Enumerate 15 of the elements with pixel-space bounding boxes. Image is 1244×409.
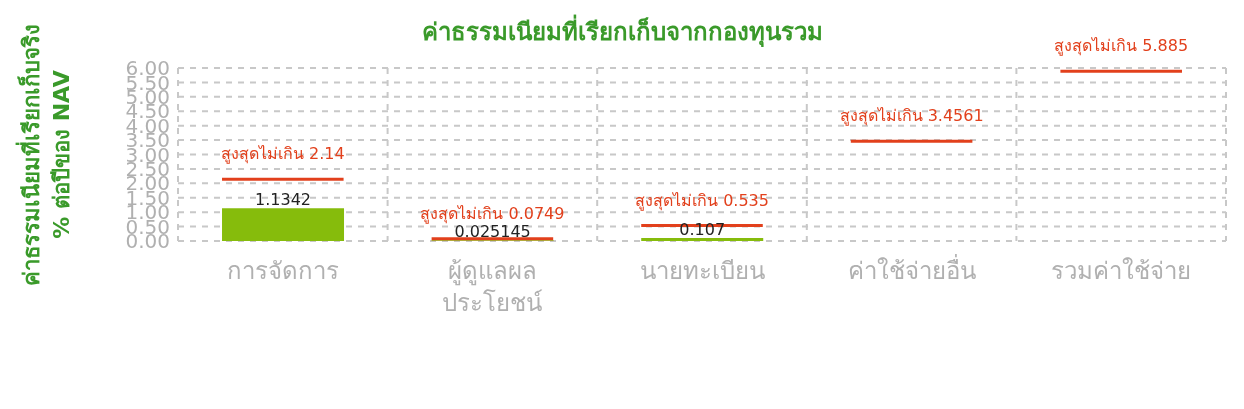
ref-line-label: สูงสุดไม่เกิน 0.535 xyxy=(635,190,769,211)
x-tick-label: ค่าใช้จ่ายอื่น xyxy=(847,254,976,285)
x-tick-label: นายทะเบียน xyxy=(639,257,765,285)
ref-line-label: สูงสุดไม่เกิน 3.4561 xyxy=(839,106,984,127)
bar xyxy=(641,237,764,241)
ref-line-label: สูงสุดไม่เกิน 2.14 xyxy=(220,144,345,165)
ref-line-label: สูงสุดไม่เกิน 0.0749 xyxy=(420,203,565,224)
data-label: 1.1342 xyxy=(255,190,312,210)
data-label: 0.025145 xyxy=(454,222,531,242)
x-tick-label: การจัดการ xyxy=(226,257,339,285)
y-axis-title: ค่าธรรมเนียมที่เรียกเก็บจริง % ต่อปีของ NAV xyxy=(15,23,74,286)
ref-line-label: สูงสุดไม่เกิน 5.885 xyxy=(1054,36,1189,57)
x-tick-label: รวมค่าใช้จ่าย xyxy=(1051,257,1192,285)
bar xyxy=(222,208,345,241)
x-tick-label: ผู้ดูแลผล ประโยชน์ xyxy=(442,257,544,317)
